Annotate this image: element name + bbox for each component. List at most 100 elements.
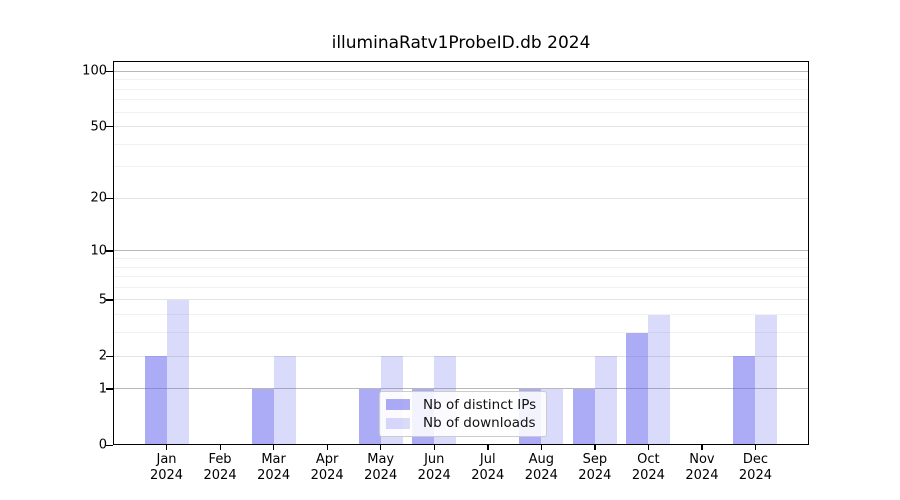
x-tick-mark-aug — [540, 445, 543, 450]
x-tick-mark-sep — [594, 445, 596, 450]
bar-downloads-mar — [273, 356, 296, 445]
x-tick-month: Jun — [424, 452, 445, 467]
x-tick-label-sep: Sep 2024 — [565, 452, 625, 484]
y-tick-label-50: 50 — [90, 119, 107, 134]
x-tick-year: 2024 — [631, 468, 665, 483]
x-tick-mark-may — [380, 445, 382, 450]
bar-downloads-sep — [594, 356, 617, 445]
x-tick-mark-mar — [273, 445, 275, 450]
gridline-1 — [113, 388, 809, 390]
x-tick-month: Sep — [582, 452, 608, 467]
x-tick-month: Apr — [315, 452, 339, 467]
x-tick-label-mar: Mar 2024 — [244, 452, 304, 484]
y-tick-label-5: 5 — [98, 292, 107, 308]
x-tick-mark-apr — [326, 445, 328, 450]
y-tick-label-2: 2 — [98, 348, 107, 364]
x-tick-year: 2024 — [524, 468, 558, 483]
gridline-9 — [113, 257, 809, 259]
x-tick-year: 2024 — [364, 468, 398, 483]
x-tick-mark-dec — [754, 445, 757, 450]
gridline-10 — [113, 250, 809, 252]
x-tick-month: Dec — [742, 452, 769, 467]
gridline-20 — [113, 197, 809, 199]
y-tick-mark-50 — [106, 126, 113, 128]
y-tick-label-100: 100 — [82, 63, 107, 79]
legend-item-downloads: Nb of downloads — [386, 415, 540, 431]
x-tick-year: 2024 — [738, 468, 772, 483]
y-tick-mark-2 — [106, 355, 113, 357]
gridline-100 — [113, 70, 809, 72]
bar-distinct-ips-dec — [733, 356, 756, 445]
bar-downloads-oct — [648, 314, 671, 445]
x-tick-month: May — [367, 452, 395, 467]
chart-title: illuminaRatv1ProbeID.db 2024 — [331, 33, 591, 53]
x-tick-label-nov: Nov 2024 — [672, 452, 732, 484]
x-tick-label-dec: Dec 2024 — [725, 452, 785, 484]
x-tick-year: 2024 — [578, 468, 612, 483]
x-tick-label-oct: Oct 2024 — [618, 452, 678, 484]
gridline-50 — [113, 126, 809, 127]
y-tick-label-1: 1 — [98, 381, 107, 397]
y-tick-mark-0 — [106, 444, 113, 446]
bar-downloads-dec — [755, 314, 778, 445]
x-tick-year: 2024 — [203, 468, 237, 483]
x-tick-mark-nov — [701, 445, 703, 450]
legend-label-distinct-ips: Nb of distinct IPs — [423, 396, 537, 413]
gridline-4 — [113, 314, 809, 316]
x-tick-month: Oct — [637, 452, 660, 467]
x-tick-mark-jul — [487, 445, 489, 450]
gridline-80 — [113, 88, 809, 90]
x-tick-month: Jan — [156, 452, 177, 467]
y-tick-label-10: 10 — [90, 243, 107, 259]
x-tick-month: Aug — [528, 452, 554, 467]
x-tick-label-jun: Jun 2024 — [404, 452, 464, 484]
x-tick-label-jan: Jan 2024 — [137, 452, 197, 484]
x-tick-label-apr: Apr 2024 — [297, 452, 357, 484]
bar-distinct-ips-may — [358, 388, 381, 445]
bar-distinct-ips-jan — [144, 356, 167, 445]
gridline-8 — [113, 266, 809, 268]
x-tick-month: Jul — [479, 452, 496, 467]
x-tick-mark-oct — [647, 445, 650, 450]
y-tick-label-0: 0 — [98, 437, 107, 453]
gridline-60 — [113, 111, 809, 113]
gridline-90 — [113, 79, 809, 81]
x-tick-year: 2024 — [310, 468, 344, 483]
x-tick-year: 2024 — [471, 468, 505, 483]
x-tick-label-jul: Jul 2024 — [458, 452, 518, 484]
gridline-7 — [113, 276, 809, 278]
gridline-30 — [113, 166, 809, 168]
x-tick-year: 2024 — [257, 468, 291, 483]
y-tick-mark-100 — [106, 70, 113, 72]
x-tick-label-may: May 2024 — [351, 452, 411, 484]
y-tick-mark-1 — [106, 388, 113, 390]
bar-distinct-ips-sep — [572, 388, 595, 445]
y-tick-mark-5 — [106, 299, 113, 301]
gridline-5 — [113, 299, 809, 301]
x-tick-month: Nov — [689, 452, 715, 467]
y-tick-mark-20 — [106, 197, 113, 200]
x-tick-month: Mar — [261, 452, 286, 467]
legend-item-distinct-ips: Nb of distinct IPs — [386, 397, 540, 413]
x-tick-mark-jan — [166, 445, 168, 450]
x-tick-mark-jun — [433, 445, 436, 450]
x-tick-month: Feb — [208, 452, 232, 467]
legend-swatch-distinct-ips — [386, 399, 410, 411]
gridline-2 — [113, 355, 809, 357]
x-tick-label-feb: Feb 2024 — [190, 452, 250, 484]
x-tick-year: 2024 — [149, 468, 184, 483]
legend-label-downloads: Nb of downloads — [423, 415, 536, 432]
gridline-70 — [113, 99, 809, 101]
y-tick-mark-10 — [106, 250, 113, 252]
gridline-3 — [113, 332, 809, 334]
bar-distinct-ips-mar — [251, 388, 274, 445]
x-tick-year: 2024 — [417, 468, 451, 483]
bar-distinct-ips-oct — [626, 332, 649, 445]
x-tick-year: 2024 — [685, 468, 719, 483]
x-tick-mark-feb — [219, 445, 221, 450]
bar-downloads-jan — [166, 299, 189, 445]
gridline-6 — [113, 286, 809, 288]
legend: Nb of distinct IPs Nb of downloads — [379, 391, 547, 437]
x-tick-label-aug: Aug 2024 — [511, 452, 571, 484]
